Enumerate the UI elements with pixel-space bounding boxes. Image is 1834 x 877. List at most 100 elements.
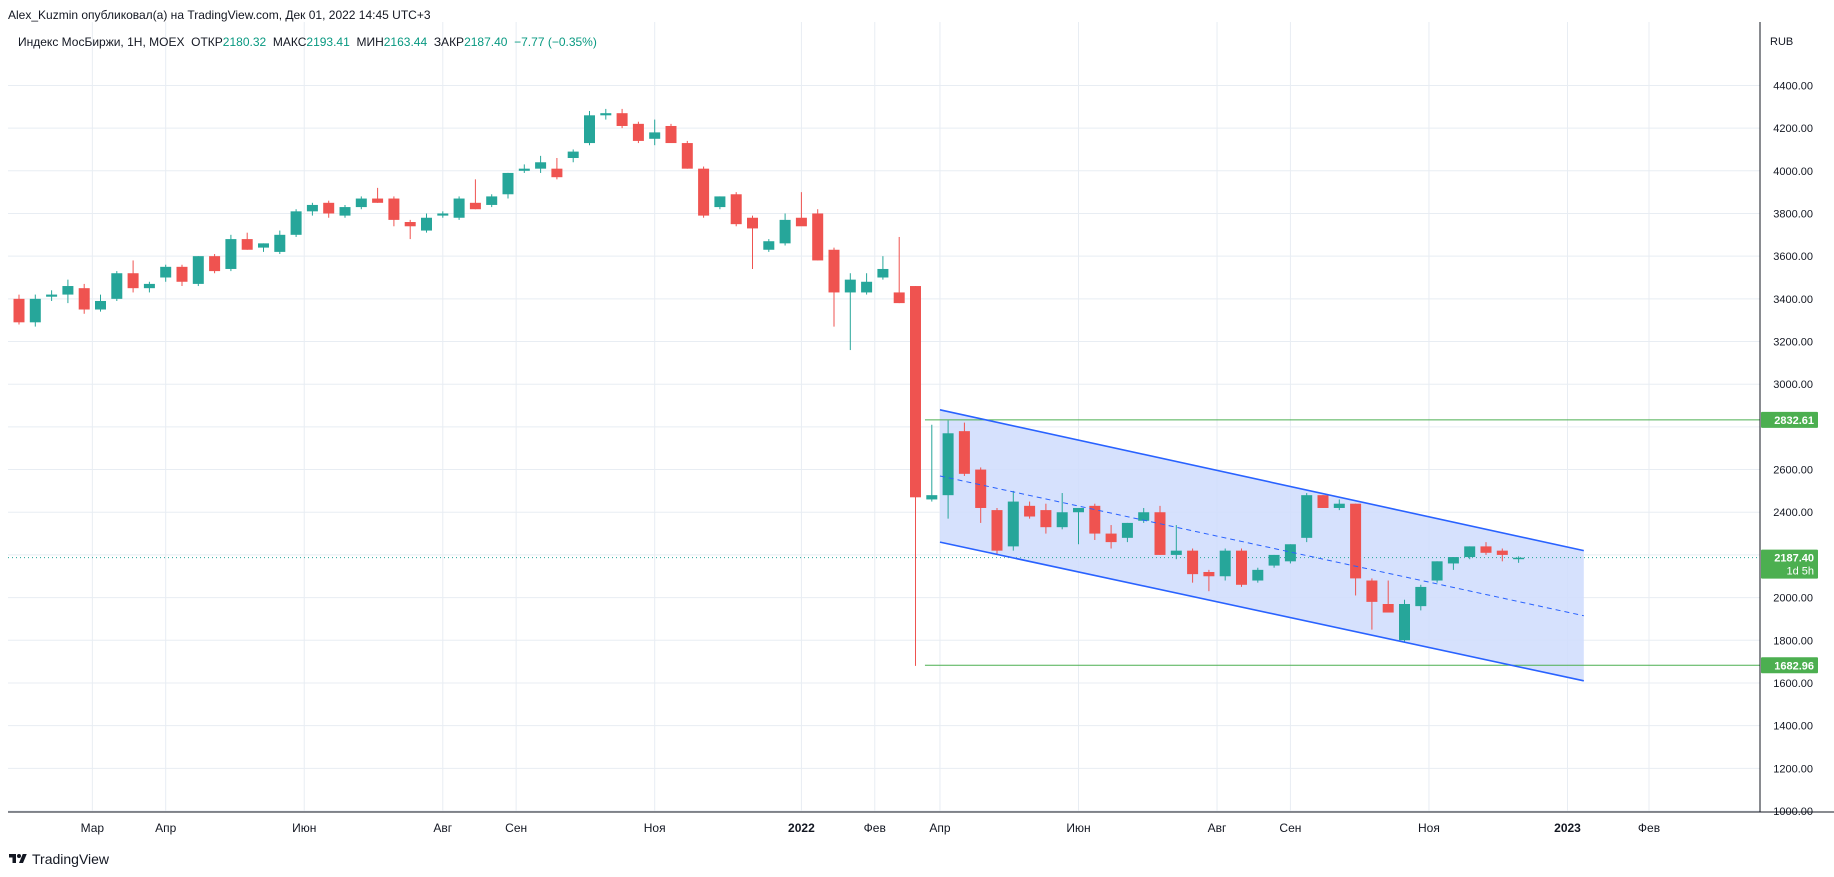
candle[interactable] [1513,556,1525,563]
level-high-badge[interactable]: 2832.61 [1761,411,1818,428]
candle[interactable] [877,256,889,280]
candle[interactable] [176,264,188,287]
symbol-name[interactable]: Индекс МосБиржи, 1Н, MOEX [18,35,185,49]
candle[interactable] [747,215,758,269]
tradingview-footer[interactable]: TradingView [8,851,109,867]
candle[interactable] [290,209,302,237]
candle[interactable] [991,507,1003,555]
candles[interactable] [13,108,1525,666]
candle[interactable] [730,192,742,227]
candle[interactable] [958,422,970,476]
candle[interactable] [1284,544,1296,564]
candle[interactable] [404,219,416,240]
candle[interactable] [1073,507,1084,545]
candle[interactable] [1007,490,1019,551]
candle[interactable] [975,467,987,523]
candle[interactable] [616,108,628,129]
candle[interactable] [13,294,25,325]
candle[interactable] [453,196,465,220]
candle[interactable] [698,166,710,218]
candle[interactable] [29,294,41,327]
candle[interactable] [1431,561,1443,583]
candle[interactable] [111,271,123,301]
candle[interactable] [241,232,253,250]
candle[interactable] [665,123,677,144]
candle[interactable] [844,273,856,351]
candle[interactable] [78,283,90,314]
channel-upper-line[interactable] [939,409,1584,552]
candle[interactable] [143,281,155,293]
candle[interactable] [1301,493,1313,543]
candle[interactable] [1268,554,1280,568]
candle[interactable] [1040,503,1052,534]
candle[interactable] [1154,505,1166,555]
candle[interactable] [258,243,269,252]
candle[interactable] [372,187,384,203]
candle[interactable] [274,230,286,255]
candle[interactable] [1464,546,1476,560]
candle[interactable] [1252,567,1264,583]
candle[interactable] [323,200,335,218]
candle[interactable] [1187,548,1199,583]
candle[interactable] [600,108,612,120]
candle[interactable] [828,247,840,327]
regression-channel-fill[interactable] [939,409,1584,681]
candle[interactable] [192,256,204,287]
level-low-badge[interactable]: 1682.96 [1761,657,1818,674]
candle[interactable] [1121,522,1133,543]
candle[interactable] [339,204,351,218]
candle[interactable] [225,234,237,272]
candle[interactable] [209,254,221,274]
candle[interactable] [127,260,139,293]
candle[interactable] [62,279,74,304]
candle[interactable] [1496,548,1508,562]
candle[interactable] [567,149,579,163]
time-axis[interactable]: Мар Апр Июн Авг Сен Ноя 2022 Фев Апр Июн Авг Сен Ноя… [81,821,1660,835]
candle[interactable] [160,264,172,282]
candle[interactable] [795,192,807,227]
candle[interactable] [306,202,318,216]
candle[interactable] [437,211,449,218]
candle[interactable] [1170,525,1182,560]
candle[interactable] [1480,542,1492,555]
candle[interactable] [812,209,824,261]
channel-lower-line[interactable] [939,541,1584,682]
candle[interactable] [46,290,58,301]
candle[interactable] [926,424,938,502]
candle[interactable] [861,273,873,295]
candle[interactable] [714,196,726,210]
candle[interactable] [1236,548,1247,587]
candle[interactable] [1333,499,1345,511]
candle[interactable] [763,239,775,252]
candle[interactable] [1399,599,1410,643]
chart-pane[interactable] [8,22,1760,812]
candle[interactable] [1056,493,1068,530]
candle[interactable] [1089,503,1101,540]
candle[interactable] [95,294,106,312]
candle[interactable] [1447,557,1459,570]
candle[interactable] [584,111,595,146]
candle[interactable] [535,155,547,173]
candle[interactable] [1366,578,1378,630]
candle[interactable] [388,196,400,227]
candle[interactable] [779,213,791,246]
candle[interactable] [632,121,644,144]
candle[interactable] [1203,569,1215,592]
candle[interactable] [1219,548,1231,581]
candle[interactable] [469,179,481,210]
candle[interactable] [518,164,530,173]
candle[interactable] [551,157,563,180]
candle[interactable] [942,420,954,519]
candle[interactable] [681,140,693,169]
candle[interactable] [893,236,905,304]
candle[interactable] [355,196,367,210]
candle[interactable] [502,172,514,199]
candle[interactable] [1350,503,1362,596]
candle[interactable] [1415,584,1427,611]
candle[interactable] [421,213,432,233]
candle[interactable] [649,119,661,146]
channel-mid-line[interactable] [939,475,1584,617]
candle[interactable] [1317,495,1329,508]
